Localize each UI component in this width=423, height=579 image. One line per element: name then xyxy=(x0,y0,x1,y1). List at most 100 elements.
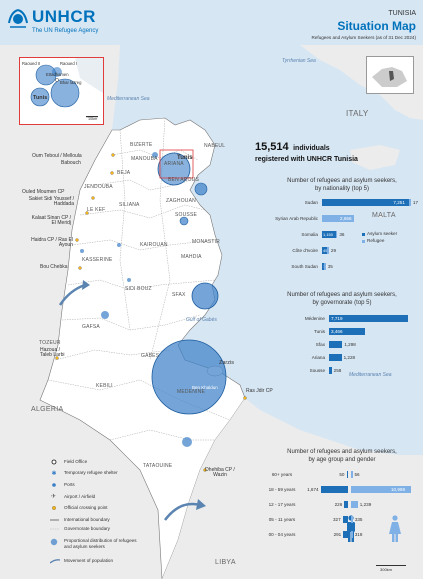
age-female-bar xyxy=(351,531,353,538)
age-row-label: 12 - 17 years xyxy=(268,502,296,507)
age-male-bar xyxy=(344,501,348,508)
gov-ariana: ARIANA xyxy=(164,161,184,167)
nationality-row-label: Syrian Arab Republic xyxy=(275,216,318,221)
age-female-value: 335 xyxy=(354,517,363,522)
age-title-line1: Number of refugees and asylum seekers, xyxy=(287,449,397,455)
governorate-title-line2: by governorate (top 5) xyxy=(312,299,372,306)
scale-bar: 300km xyxy=(376,565,406,575)
gov-tozeur: TOZEUR xyxy=(39,340,61,346)
place-ras-jdir: Ras Jdir CP xyxy=(246,388,273,394)
bar-asylum-value: 7,251 xyxy=(393,200,405,205)
bar-refugee xyxy=(324,263,326,270)
page-title: Situation Map xyxy=(337,19,416,33)
gov-benarous: BEN AROUS xyxy=(168,177,199,183)
bar-refugee-value: 36 xyxy=(339,232,345,237)
age-male-value: 327 xyxy=(332,517,341,522)
gov-mahdia: MAHDIA xyxy=(181,254,202,260)
age-female-value: 1,239 xyxy=(359,502,372,507)
legend-swatch-refugee xyxy=(362,240,365,243)
legend-field-office: Field Office xyxy=(64,459,88,464)
gov-sidibouz: SIDI BOUZ xyxy=(125,286,152,292)
nationality-row-label: Côte d'Ivoire xyxy=(292,248,318,253)
bar-refugee xyxy=(327,247,329,254)
bar-refugee xyxy=(322,215,355,222)
bar-asylum xyxy=(322,231,336,238)
sea-tyrrhenian: Tyrrhenian Sea xyxy=(282,58,316,64)
age-row-label: 00 - 04 years xyxy=(268,532,296,537)
governorate-bar xyxy=(329,367,332,374)
gov-beja: BEJA xyxy=(117,170,131,176)
header-title-block: TUNISIA Situation Map Refugees and Asylu… xyxy=(312,10,416,40)
inset-ettadhamen: Ettadhamen xyxy=(46,72,69,77)
inset-raoued2: Raoued II xyxy=(22,61,41,66)
place-zarzis: Zarzis xyxy=(219,360,234,366)
place-tunis: Tunis xyxy=(177,155,193,161)
page-subtitle: Refugees and Asylum Seekers (as of 31 De… xyxy=(311,35,416,40)
age-female-bar xyxy=(351,516,353,523)
governorate-bar xyxy=(329,354,342,361)
age-female-bar xyxy=(351,471,353,478)
gov-gabes: GABES xyxy=(141,353,160,359)
gov-zaghouan: ZAGHOUAN xyxy=(166,198,196,204)
gov-nabeul: NABEUL xyxy=(204,143,226,149)
age-male-value: 226 xyxy=(334,502,343,507)
nationality-row-label: South Sudan xyxy=(291,264,318,269)
legend-asylum-label: Asylum seeker xyxy=(367,231,398,236)
age-male-bar xyxy=(343,531,348,538)
gov-manouba: MANOUBA xyxy=(131,156,158,162)
age-chart-title: Number of refugees and asylum seekers, b… xyxy=(262,449,422,464)
bar-refugee-value: 2,656 xyxy=(340,216,352,221)
svg-text:✱: ✱ xyxy=(52,470,57,477)
headline-line2: registered with UNHCR Tunisia xyxy=(255,156,358,163)
bar-asylum-value: 451 xyxy=(323,248,330,253)
age-female-bar xyxy=(351,486,411,493)
inset-bhar: Bhar lazreg xyxy=(60,80,82,85)
nationality-title-line2: by nationality (top 5) xyxy=(314,185,370,192)
gov-monastir: MONASTIR xyxy=(192,239,220,245)
age-male-value: 50 xyxy=(339,472,345,477)
place-dhehiba: Dhehiba CP / Wazin xyxy=(205,467,235,478)
sea-gulf-gabes: Gulf of Gabès xyxy=(186,317,217,323)
tunis-inset-map: Raoued II Raoued I Ettadhamen Bhar lazre… xyxy=(19,57,104,125)
age-female-bar xyxy=(351,501,358,508)
gov-lekef: LE KEF xyxy=(87,207,106,213)
legend-intl-boundary: International boundary xyxy=(64,517,110,522)
gov-medenine: MEDENINE xyxy=(177,389,205,395)
legend-gov-boundary: Governorate boundary xyxy=(64,526,110,531)
age-row-label: 60+ years xyxy=(271,472,293,477)
org-name: UNHCR xyxy=(32,7,96,26)
age-title-line2: by age group and gender xyxy=(308,456,376,463)
female-figure-icon xyxy=(389,515,401,542)
bar-asylum xyxy=(322,199,410,206)
nationality-chart-title: Number of refugees and asylum seekers, b… xyxy=(262,178,422,193)
unhcr-logo: UNHCR The UN Refugee Agency xyxy=(6,7,98,43)
legend-refugee-label: Refugee xyxy=(367,238,385,243)
legend-crossing: Official crossing point xyxy=(64,505,108,510)
age-male-bar xyxy=(320,486,348,493)
legend-shelter: Temporary refugee shelter xyxy=(64,470,118,475)
legend-movement: Movement of population xyxy=(64,558,114,563)
governorate-bar xyxy=(329,341,343,348)
bar-refugee xyxy=(409,199,411,206)
headline-number: 15,514 xyxy=(255,141,289,153)
bar-refugee-value: 35 xyxy=(327,264,333,269)
crossing-babouch: Babouch xyxy=(61,160,81,166)
svg-text:✈: ✈ xyxy=(51,493,56,500)
crossing-haidra: Haidra CP / Ras El Ayoun xyxy=(31,237,73,248)
age-male-bar xyxy=(346,471,348,478)
locator-map xyxy=(366,56,414,94)
legend-proportional: Proportional distribution of refugees an… xyxy=(64,538,137,549)
nationality-row-label: Sudan xyxy=(304,200,318,205)
governorate-bar-value: 3,466 xyxy=(331,329,343,334)
age-female-value: 318 xyxy=(354,532,363,537)
country-name: TUNISIA xyxy=(388,10,416,17)
age-male-value: 1,674 xyxy=(307,487,319,492)
bar-refugee-value: 29 xyxy=(330,248,337,253)
bar-asylum-value: 1,150 xyxy=(323,232,334,237)
legend-ports: Ports xyxy=(64,482,75,487)
gov-bizerte: BIZERTE xyxy=(130,142,153,148)
governorate-row-label: Sousse xyxy=(309,368,325,373)
gov-kebili: KEBILI xyxy=(96,383,113,389)
crossing-hazoua: Hazoua / Taleb Larbi xyxy=(40,347,65,358)
